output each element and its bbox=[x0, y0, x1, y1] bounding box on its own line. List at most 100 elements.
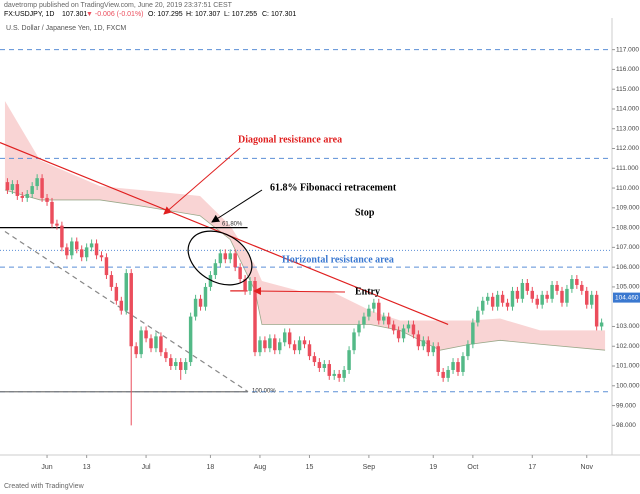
candle-body bbox=[228, 253, 232, 260]
candle-body bbox=[545, 294, 549, 299]
candle-body bbox=[5, 182, 10, 191]
candle-body bbox=[60, 225, 64, 248]
candle-body bbox=[154, 336, 158, 349]
plot-area bbox=[0, 49, 612, 426]
y-tick-label: 106.000 bbox=[616, 264, 640, 271]
candle-body bbox=[218, 253, 223, 264]
y-tick-label: 110.000 bbox=[616, 185, 639, 192]
arrow bbox=[211, 189, 263, 223]
candle-body bbox=[490, 296, 495, 307]
y-tick-label: 109.000 bbox=[616, 205, 640, 212]
candle-body bbox=[119, 300, 124, 311]
candle-body bbox=[570, 279, 574, 289]
candle-body bbox=[40, 178, 44, 198]
candle-body bbox=[481, 300, 485, 311]
candle-body bbox=[560, 290, 564, 303]
candle-body bbox=[70, 241, 74, 256]
ohlc-open: O: 107.295 bbox=[148, 11, 183, 18]
candle-body bbox=[79, 249, 84, 258]
candle-body bbox=[282, 332, 287, 343]
x-tick-label: 18 bbox=[207, 464, 215, 471]
fib-label: 100.00% bbox=[252, 389, 276, 395]
candle-body bbox=[589, 294, 594, 305]
ohlc-high: H: 107.307 bbox=[186, 11, 220, 18]
candle-body bbox=[84, 247, 89, 258]
candle-body bbox=[525, 282, 530, 291]
y-tick-label: 111.000 bbox=[616, 165, 639, 172]
arrow bbox=[163, 147, 241, 215]
candle-body bbox=[258, 340, 262, 353]
candle-body bbox=[406, 324, 411, 329]
arrow bbox=[253, 287, 346, 296]
annotation: 61.8% Fibonacci retracement bbox=[270, 182, 397, 193]
y-tick-label: 117.000 bbox=[616, 46, 639, 53]
candle-body bbox=[594, 294, 599, 327]
y-tick-label: 99.000 bbox=[616, 402, 636, 409]
cloud-span bbox=[4, 189, 606, 351]
y-tick-label: 116.000 bbox=[616, 66, 639, 73]
candle-body bbox=[565, 288, 569, 303]
candle-body bbox=[495, 294, 500, 307]
candle-body bbox=[416, 334, 421, 347]
candle-body bbox=[500, 294, 505, 303]
y-tick-label: 98.000 bbox=[616, 422, 636, 429]
last-price-label: 104.460 bbox=[615, 294, 639, 301]
candle-body bbox=[248, 280, 252, 291]
candle-body bbox=[15, 184, 20, 196]
candle-body bbox=[243, 279, 247, 291]
x-tick-label: Oct bbox=[467, 464, 478, 471]
x-tick-label: 19 bbox=[429, 464, 437, 471]
y-tick-label: 107.000 bbox=[616, 244, 640, 251]
candle-body bbox=[35, 178, 39, 187]
candle-body bbox=[297, 340, 302, 351]
candle-body bbox=[292, 344, 297, 351]
candle-body bbox=[312, 356, 317, 363]
publisher: davetromp published on TradingView.com, … bbox=[4, 2, 233, 9]
candle-body bbox=[104, 257, 109, 276]
footer: Created with TradingView bbox=[4, 483, 85, 490]
candle-body bbox=[278, 342, 282, 351]
candle-body bbox=[327, 364, 332, 376]
candle-body bbox=[372, 302, 376, 309]
candle-body bbox=[461, 356, 465, 372]
x-tick-label: Jul bbox=[142, 464, 151, 471]
candle-body bbox=[213, 263, 218, 276]
candle-body bbox=[124, 273, 128, 311]
candle-body bbox=[550, 284, 554, 299]
x-tick-label: Sep bbox=[363, 464, 376, 471]
candle-body bbox=[476, 310, 480, 323]
candle-body bbox=[94, 243, 99, 256]
change: ▼ -0.006 (-0.01%) bbox=[86, 11, 144, 18]
cloud bbox=[4, 101, 606, 351]
candle-body bbox=[386, 316, 391, 325]
candle-body bbox=[585, 290, 589, 305]
candle-body bbox=[485, 296, 490, 301]
candle-body bbox=[287, 332, 292, 345]
candle-body bbox=[109, 275, 114, 287]
candle-body bbox=[520, 282, 525, 299]
candle-body bbox=[396, 330, 401, 339]
candle-body bbox=[357, 324, 361, 333]
candle-body bbox=[580, 284, 584, 291]
candle-body bbox=[510, 290, 515, 307]
candle-body bbox=[55, 223, 59, 226]
annotations: Diagonal resistance area 61.8% Fibonacci… bbox=[163, 134, 397, 395]
price: 107.301 bbox=[62, 11, 87, 18]
candle-body bbox=[555, 284, 559, 291]
candle-body bbox=[540, 294, 544, 305]
candle-body bbox=[203, 286, 208, 307]
chart-title: U.S. Dollar / Japanese Yen, 1D, FXCM bbox=[6, 25, 126, 32]
y-tick-label: 113.000 bbox=[616, 125, 639, 132]
y-tick-label: 101.000 bbox=[616, 363, 640, 370]
candle-body bbox=[515, 290, 520, 299]
candle-body bbox=[263, 340, 267, 349]
candle-body bbox=[114, 286, 119, 301]
y-tick-label: 100.000 bbox=[616, 383, 640, 390]
candle-body bbox=[253, 280, 257, 353]
candle-body bbox=[129, 273, 133, 347]
annotation: Horizontal resistance area bbox=[282, 254, 394, 265]
candle-body bbox=[421, 340, 426, 347]
candle-body bbox=[183, 362, 188, 370]
